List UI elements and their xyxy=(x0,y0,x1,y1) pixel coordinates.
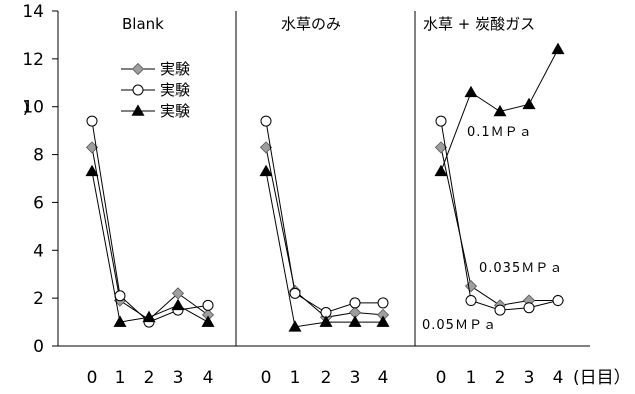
series-line-circle xyxy=(265,120,383,314)
circle-marker xyxy=(86,115,98,127)
triangle-marker xyxy=(493,104,507,117)
x-tick-label: 3 xyxy=(350,368,361,388)
circle-marker xyxy=(377,297,389,309)
panel-2: 水草のみ xyxy=(259,15,390,332)
y-tick-label: 12 xyxy=(22,50,44,70)
y-tick-label: 10 xyxy=(22,98,44,118)
triangle-marker xyxy=(142,310,156,323)
x-tick-label: 1 xyxy=(290,368,301,388)
circle-marker xyxy=(289,287,301,299)
triangle-marker xyxy=(288,320,302,332)
x-tick-label: 4 xyxy=(378,368,389,388)
pressure-annotation: 0.035ＭＰａ xyxy=(479,261,563,276)
triangle-marker xyxy=(464,85,478,98)
diamond-marker xyxy=(131,62,145,76)
y-tick-label: 14 xyxy=(22,2,44,22)
annotations: 0.1ＭＰａ 0.035ＭＰａ 0.05ＭＰａ xyxy=(422,125,563,333)
triangle-marker xyxy=(85,164,99,177)
series-line-triangle xyxy=(91,171,209,323)
triangle-marker xyxy=(434,164,448,177)
x-tick-label: 0 xyxy=(261,368,272,388)
triangle-marker xyxy=(171,298,185,311)
x-tick-label: 4 xyxy=(553,368,564,388)
circle-marker xyxy=(465,295,477,307)
triangle-marker xyxy=(376,315,390,327)
series-line-diamond xyxy=(265,147,384,318)
pressure-annotation: 0.05ＭＰａ xyxy=(422,318,497,333)
circle-marker xyxy=(523,302,535,314)
panels-layer: Blank 水草のみ 水草 + 炭酸ガス xyxy=(85,15,565,332)
circle-marker xyxy=(114,290,126,302)
x-tick-label: 0 xyxy=(436,368,447,388)
diamond-marker xyxy=(464,280,478,293)
pressure-annotation: 0.1ＭＰａ xyxy=(467,125,533,140)
x-tick-label: 2 xyxy=(321,368,332,388)
y-tick-label: 6 xyxy=(33,193,44,213)
circle-marker xyxy=(132,84,144,96)
series-line-triangle xyxy=(265,171,383,328)
x-tick-label: 3 xyxy=(173,368,184,388)
circle-marker xyxy=(435,115,447,127)
triangle-marker xyxy=(113,315,127,327)
triangle-marker xyxy=(131,104,145,116)
circle-marker xyxy=(260,115,272,127)
y-axis-label: ) xyxy=(23,98,30,118)
triangle-marker xyxy=(348,315,362,327)
circle-marker xyxy=(349,297,361,309)
circle-marker xyxy=(552,295,564,307)
x-tick-label: 1 xyxy=(115,368,126,388)
y-tick-label: 0 xyxy=(33,337,44,357)
y-tick-label: 8 xyxy=(33,146,44,166)
x-tick-label: 2 xyxy=(144,368,155,388)
x-axis-unit-label: (日目） xyxy=(573,368,631,388)
panel-title: 水草のみ xyxy=(281,15,341,33)
triangle-marker xyxy=(201,315,215,327)
series-line-diamond xyxy=(91,147,209,321)
x-tick-label: 4 xyxy=(203,368,214,388)
x-tick-label: 2 xyxy=(495,368,506,388)
panel-title: Blank xyxy=(122,15,164,33)
triangle-marker xyxy=(319,315,333,327)
triangle-marker xyxy=(522,97,536,110)
x-tick-label: 3 xyxy=(524,368,535,388)
x-tick-label: 0 xyxy=(87,368,98,388)
legend-label: 実験 xyxy=(160,102,190,120)
legend-label: 実験 xyxy=(160,60,190,78)
circle-marker xyxy=(494,304,506,316)
series-line-circle xyxy=(440,120,559,311)
triangle-marker xyxy=(551,42,565,55)
panel-title: 水草 + 炭酸ガス xyxy=(423,15,535,33)
y-tick-label: 2 xyxy=(33,289,44,309)
circle-marker xyxy=(202,299,214,311)
y-tick-label: 4 xyxy=(33,241,44,261)
series-line-circle xyxy=(91,120,209,323)
panel-3: 水草 + 炭酸ガス xyxy=(423,15,565,316)
triangle-marker xyxy=(259,164,273,177)
panel-1: Blank xyxy=(85,15,215,328)
legend-label: 実験 xyxy=(160,81,190,99)
x-tick-label: 1 xyxy=(466,368,477,388)
